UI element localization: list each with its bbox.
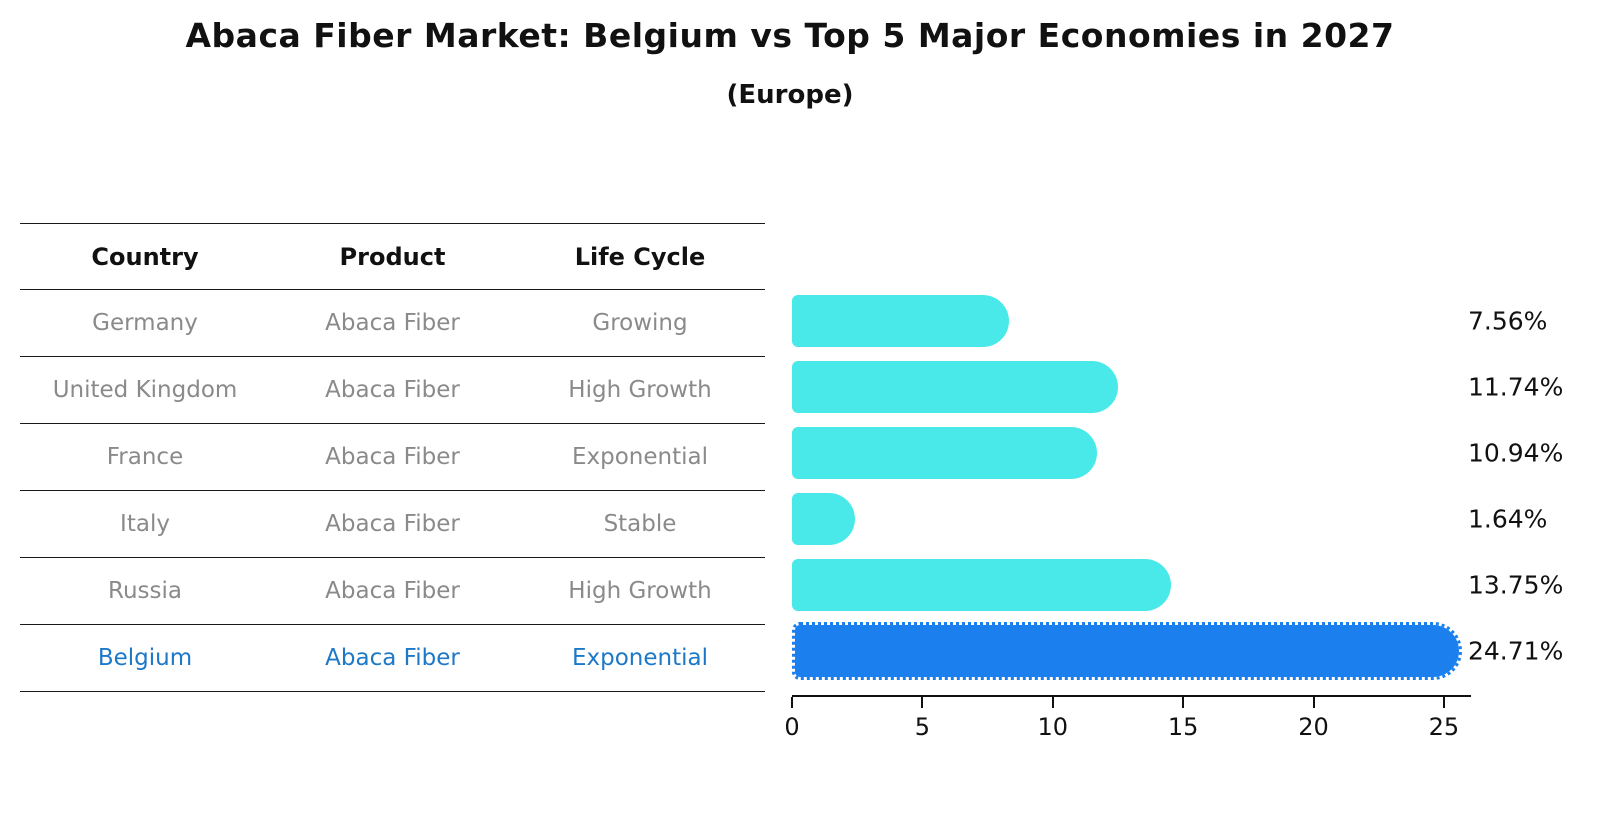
table-row: Germany Abaca Fiber Growing xyxy=(20,289,765,356)
life-cycle-cell: Exponential xyxy=(571,645,708,671)
life-cycle-cell: High Growth xyxy=(568,377,712,403)
life-cycle-cell: Stable xyxy=(603,511,677,537)
column-header-product: Product xyxy=(339,242,446,271)
bar-chart-plot-area xyxy=(792,288,1470,684)
x-axis-tick-label: 5 xyxy=(914,713,931,741)
product-cell: Abaca Fiber xyxy=(325,645,460,671)
value-label-russia: 13.75% xyxy=(1468,570,1564,600)
x-axis-tick-label: 0 xyxy=(784,713,800,741)
value-label-united-kingdom: 11.74% xyxy=(1468,372,1564,402)
life-cycle-cell: Exponential xyxy=(571,444,708,470)
country-cell: Germany xyxy=(92,310,198,336)
x-axis-tick-label: 20 xyxy=(1298,713,1329,741)
table-row: United Kingdom Abaca Fiber High Growth xyxy=(20,356,765,423)
bar-germany xyxy=(792,295,1010,347)
chart-title: Abaca Fiber Market: Belgium vs Top 5 Maj… xyxy=(185,16,1395,55)
table-row: Russia Abaca Fiber High Growth xyxy=(20,557,765,624)
product-cell: Abaca Fiber xyxy=(325,377,460,403)
x-axis-tick xyxy=(1312,697,1315,708)
x-axis: 0 5 10 15 20 25 xyxy=(784,695,1471,757)
country-cell: Belgium xyxy=(97,645,193,671)
x-axis-tick xyxy=(1051,697,1054,708)
x-axis-tick xyxy=(1182,697,1185,708)
table-header-row: Country Product Life Cycle xyxy=(20,223,765,289)
x-axis-tick xyxy=(1442,697,1445,708)
column-header-life-cycle: Life Cycle xyxy=(574,242,706,271)
table-row: France Abaca Fiber Exponential xyxy=(20,423,765,490)
bar-france xyxy=(792,427,1098,479)
value-label-belgium: 24.71% xyxy=(1468,636,1564,666)
bar-belgium xyxy=(792,622,1463,680)
x-axis-tick xyxy=(791,697,793,708)
x-axis-tick-label: 25 xyxy=(1428,713,1460,741)
value-label-germany: 7.56% xyxy=(1468,306,1548,336)
table-row: Italy Abaca Fiber Stable xyxy=(20,490,765,557)
product-cell: Abaca Fiber xyxy=(325,310,460,336)
country-cell: United Kingdom xyxy=(52,377,238,403)
value-label-france: 10.94% xyxy=(1468,438,1564,468)
chart-subtitle: (Europe) xyxy=(726,80,854,110)
bar-united-kingdom xyxy=(792,361,1119,413)
bar-italy xyxy=(792,493,855,545)
product-cell: Abaca Fiber xyxy=(325,578,460,604)
country-cell: Russia xyxy=(108,578,182,604)
country-cell: France xyxy=(106,444,184,470)
country-cell: Italy xyxy=(120,511,170,537)
life-cycle-cell: Growing xyxy=(592,310,688,336)
x-axis-tick-label: 10 xyxy=(1037,713,1069,741)
value-label-italy: 1.64% xyxy=(1468,504,1548,534)
column-header-country: Country xyxy=(91,242,199,271)
x-axis-tick xyxy=(921,697,924,708)
product-cell: Abaca Fiber xyxy=(325,511,460,537)
product-cell: Abaca Fiber xyxy=(325,444,460,470)
bar-russia xyxy=(792,559,1171,611)
value-labels: 7.56% 11.74% 10.94% 1.64% 13.75% 24.71% xyxy=(1468,288,1604,684)
life-cycle-cell: High Growth xyxy=(568,578,712,604)
x-axis-tick-label: 15 xyxy=(1167,713,1199,741)
data-table: Country Product Life Cycle Germany Abaca… xyxy=(20,223,765,692)
table-row-belgium-highlighted: Belgium Abaca Fiber Exponential xyxy=(20,624,765,692)
